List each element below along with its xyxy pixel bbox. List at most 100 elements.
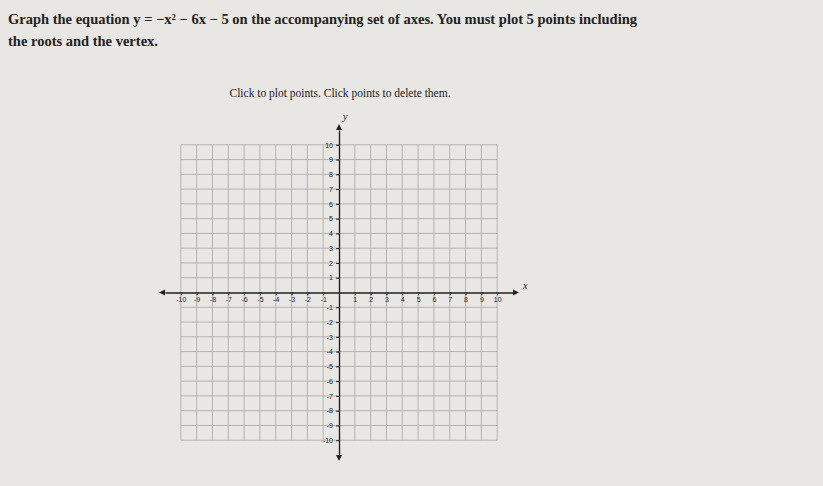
question-line: the roots and the vertex. [8,33,158,49]
tick: -5 [327,363,339,370]
tick-label: 7 [329,186,333,193]
tick: 4 [329,230,339,237]
tick-label: -4 [327,348,333,355]
tick-label: 4 [329,230,333,237]
page: Graph the equation y = −x² − 6x − 5 on t… [0,0,823,486]
tick-label: 3 [329,245,333,252]
tick: 10 [494,293,502,304]
tick-mark [386,293,387,296]
tick: -10 [323,437,339,444]
tick: 5 [329,215,339,222]
tick: 2 [329,260,339,267]
tick-mark [497,293,498,296]
tick: -7 [327,393,339,400]
tick: 9 [329,156,339,163]
instruction: Click to plot points. Click points to de… [229,87,450,100]
tick-mark [336,352,339,353]
tick-mark [450,293,451,296]
tick: 4 [401,293,405,304]
tick-mark [336,174,339,175]
tick-label: -5 [327,363,333,370]
tick: -5 [257,293,263,304]
tick-label: 8 [329,171,333,178]
tick: 1 [329,274,339,281]
tick-label: 1 [353,296,357,303]
tick-label: -10 [176,296,186,303]
tick: 1 [353,293,357,304]
tick-label: -2 [305,296,311,303]
tick-mark [336,189,339,190]
tick-mark [336,219,339,220]
tick: 3 [329,245,339,252]
tick-label: 6 [432,296,436,303]
tick-mark [336,263,339,264]
tick-mark [336,160,339,161]
axis-label: y [342,111,348,122]
tick-mark [181,293,182,296]
tick-mark [260,293,261,296]
tick: -2 [327,319,339,326]
tick-mark [336,278,339,279]
tick-label: -3 [327,334,333,341]
tick: -8 [210,293,216,304]
tick-label: 9 [480,296,484,303]
tick-label: 5 [417,296,421,303]
tick-mark [402,293,403,296]
tick: 8 [329,171,339,178]
tick-mark [434,293,435,296]
tick: -4 [273,293,279,304]
axis-line [339,131,340,456]
tick: -3 [289,293,295,304]
tick: 3 [385,293,389,304]
plot-area[interactable] [165,130,513,455]
tick-mark [244,293,245,296]
tick-label: -4 [273,296,279,303]
tick-label: -8 [210,296,216,303]
tick-label: -6 [327,378,333,385]
axis-arrow [159,290,165,296]
tick-label: -1 [327,304,333,311]
tick-mark [336,440,339,441]
tick-label: 7 [448,296,452,303]
tick-label: 10 [325,142,333,149]
tick-label: -9 [327,422,333,429]
tick: -4 [327,348,339,355]
tick-label: -6 [241,296,247,303]
tick: -10 [176,293,186,304]
tick-mark [336,322,339,323]
tick-label: 9 [329,156,333,163]
tick-mark [371,293,372,296]
tick-label: 1 [329,274,333,281]
tick-mark [336,248,339,249]
tick: 2 [369,293,373,304]
y-axis: -10 -9 -8 -7 -6 -5 -4 -3 -2 -1 1 2 3 4 5 6 7 8 9 10 [323,131,340,456]
tick-mark [228,293,229,296]
tick-mark [336,425,339,426]
tick-label: -5 [257,296,263,303]
tick: -1 [327,304,339,311]
tick-label: 6 [329,201,333,208]
tick-mark [307,293,308,296]
tick: 6 [329,201,339,208]
tick-mark [336,396,339,397]
axis-arrow [336,124,342,130]
tick-mark [212,293,213,296]
tick: 9 [480,293,484,304]
tick-label: 3 [385,296,389,303]
tick: 8 [464,293,468,304]
tick-mark [466,293,467,296]
tick-label: 2 [329,260,333,267]
tick-label: 10 [494,296,502,303]
tick-label: -8 [327,407,333,414]
tick: -1 [321,293,327,304]
question-line: Graph the equation y = −x² − 6x − 5 on t… [8,11,638,27]
tick-label: 5 [329,215,333,222]
tick-mark [336,366,339,367]
tick-label: -7 [327,393,333,400]
tick-mark [323,293,324,296]
tick-mark [336,204,339,205]
tick-label: -10 [323,437,333,444]
axis-arrow [336,455,342,461]
tick-mark [355,293,356,296]
tick-mark [336,411,339,412]
